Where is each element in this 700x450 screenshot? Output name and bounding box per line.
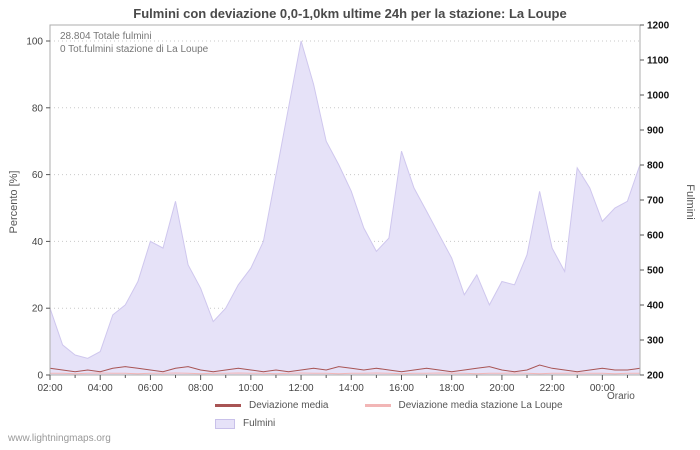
chart-title: Fulmini con deviazione 0,0-1,0km ultime … — [133, 6, 567, 21]
total-strikes-annotation: 28.804 Totale fulmini — [60, 31, 152, 42]
legend-label: Deviazione media stazione La Loupe — [398, 400, 563, 411]
legend-label: Fulmini — [243, 418, 276, 429]
svg-text:16:00: 16:00 — [389, 383, 414, 394]
x-axis-label: Orario — [607, 391, 635, 402]
legend-line-swatch — [364, 404, 391, 407]
svg-text:12:00: 12:00 — [289, 383, 314, 394]
legend-label: Deviazione media — [249, 400, 329, 411]
svg-text:700: 700 — [647, 196, 664, 207]
svg-text:22:00: 22:00 — [540, 383, 565, 394]
svg-text:0: 0 — [37, 371, 43, 382]
legend-item-fulmini: Fulmini — [215, 418, 275, 429]
left-axis-label: Percento [%] — [8, 170, 20, 234]
svg-text:80: 80 — [32, 103, 44, 114]
svg-text:1200: 1200 — [647, 21, 670, 32]
svg-text:100: 100 — [26, 37, 43, 48]
svg-text:14:00: 14:00 — [339, 383, 364, 394]
svg-text:10:00: 10:00 — [238, 383, 263, 394]
svg-text:08:00: 08:00 — [188, 383, 213, 394]
svg-text:02:00: 02:00 — [37, 383, 62, 394]
svg-text:500: 500 — [647, 266, 664, 277]
svg-text:20:00: 20:00 — [489, 383, 514, 394]
svg-text:60: 60 — [32, 170, 44, 181]
svg-text:00:00: 00:00 — [590, 383, 615, 394]
svg-text:400: 400 — [647, 301, 664, 312]
svg-text:40: 40 — [32, 237, 44, 248]
legend-item-deviazione-media-stazione: Deviazione media stazione La Loupe — [364, 400, 563, 411]
svg-text:900: 900 — [647, 126, 664, 137]
legend-area-swatch — [215, 418, 235, 429]
svg-text:20: 20 — [32, 304, 44, 315]
right-axis-label: Fulmini — [684, 184, 696, 220]
svg-text:300: 300 — [647, 336, 664, 347]
svg-text:1000: 1000 — [647, 91, 670, 102]
legend-row-area: Fulmini — [215, 418, 599, 429]
svg-text:800: 800 — [647, 161, 664, 172]
chart-legend: Deviazione media Deviazione media stazio… — [215, 400, 599, 429]
legend-row-lines: Deviazione media Deviazione media stazio… — [215, 400, 599, 411]
svg-text:06:00: 06:00 — [138, 383, 163, 394]
watermark-url: www.lightningmaps.org — [8, 433, 111, 444]
svg-text:04:00: 04:00 — [88, 383, 113, 394]
svg-text:18:00: 18:00 — [439, 383, 464, 394]
svg-text:600: 600 — [647, 231, 664, 242]
station-strikes-annotation: 0 Tot.fulmini stazione di La Loupe — [60, 44, 209, 55]
legend-item-deviazione-media: Deviazione media — [215, 400, 329, 411]
svg-text:1100: 1100 — [647, 56, 669, 67]
legend-line-swatch — [215, 404, 241, 407]
svg-text:200: 200 — [647, 371, 664, 382]
